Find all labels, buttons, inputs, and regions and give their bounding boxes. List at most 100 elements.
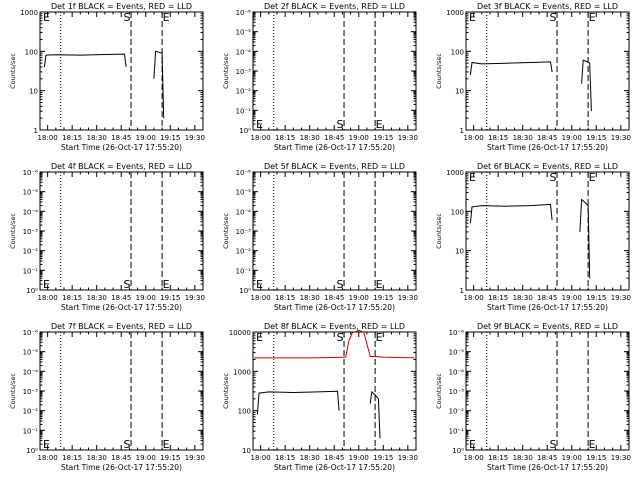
y-tick-label: 1 <box>34 127 38 135</box>
panel-title: Det 9f BLACK = Events, RED = LLD <box>477 322 618 331</box>
y-tick-label: 10⁻⁵ <box>23 189 39 197</box>
marker-label: E <box>163 11 170 24</box>
x-tick-label: 19:00 <box>349 454 369 462</box>
y-tick-label: 10⁰ <box>239 287 251 295</box>
x-tick-label: 18:15 <box>488 454 508 462</box>
y-tick-label: 10⁻² <box>23 248 39 256</box>
detector-panel-2: Det 2f BLACK = Events, RED = LLD Start Ti… <box>222 2 418 152</box>
y-tick-label: 10⁻⁶ <box>236 169 252 177</box>
y-tick-label: 10⁻² <box>449 408 465 416</box>
marker-label: E <box>43 278 50 291</box>
x-tick-label: 18:45 <box>324 454 344 462</box>
x-tick-label: 18:45 <box>537 134 557 142</box>
y-tick-label: 10⁻³ <box>449 388 465 396</box>
marker-label: E <box>589 11 596 24</box>
detector-panel-1: Det 1f BLACK = Events, RED = LLD Start Ti… <box>9 2 205 152</box>
x-tick-label: 19:15 <box>373 134 393 142</box>
detector-panel-4: Det 4f BLACK = Events, RED = LLD Start Ti… <box>9 162 205 312</box>
y-tick-label: 10⁻⁵ <box>449 349 465 357</box>
x-tick-label: 19:15 <box>586 134 606 142</box>
y-axis-title: Counts/sec <box>222 213 230 249</box>
y-tick-label: 10⁰ <box>239 127 251 135</box>
marker-label: S <box>124 438 131 451</box>
detector-panel-9: Det 9f BLACK = Events, RED = LLD Start Ti… <box>435 322 631 472</box>
x-tick-label: 18:45 <box>324 294 344 302</box>
y-tick-label: 10⁻⁶ <box>23 169 39 177</box>
y-tick-label: 1 <box>460 287 464 295</box>
y-axis-title: Counts/sec <box>435 53 443 89</box>
x-tick-label: 18:15 <box>62 294 82 302</box>
y-tick-label: 10⁻³ <box>236 228 252 236</box>
x-tick-label: 19:00 <box>349 294 369 302</box>
x-tick-label: 19:30 <box>185 454 205 462</box>
x-tick-label: 19:30 <box>398 294 418 302</box>
y-tick-label: 1000 <box>20 9 38 17</box>
plot-frame <box>39 171 204 291</box>
marker-label: E <box>469 171 476 184</box>
detector-panel-3: Det 3f BLACK = Events, RED = LLD Start Ti… <box>435 2 631 152</box>
y-axis-title: Counts/sec <box>222 53 230 89</box>
series-line-black <box>469 203 553 224</box>
plot-frame <box>252 11 417 131</box>
y-tick-label: 10⁻² <box>236 248 252 256</box>
x-axis-title: Start Time (26-Oct-17 17:55:20) <box>487 143 608 152</box>
y-tick-label: 10⁻⁵ <box>236 29 252 37</box>
x-tick-label: 18:30 <box>87 294 107 302</box>
y-tick-label: 100 <box>25 48 38 56</box>
marker-label: E <box>163 438 170 451</box>
y-tick-label: 10⁻² <box>236 88 252 96</box>
y-axis-title: Counts/sec <box>435 373 443 409</box>
detector-panel-7: Det 7f BLACK = Events, RED = LLD Start Ti… <box>9 322 205 472</box>
y-tick-label: 10⁻⁵ <box>236 189 252 197</box>
y-tick-label: 10⁰ <box>26 287 38 295</box>
y-tick-label: 10⁻⁶ <box>236 9 252 17</box>
series-line-black <box>581 59 592 112</box>
series-line-black <box>153 50 165 119</box>
plot-frame <box>252 171 417 291</box>
plot-frame <box>465 171 630 291</box>
x-tick-label: 18:15 <box>62 134 82 142</box>
x-tick-label: 18:30 <box>300 294 320 302</box>
y-tick-label: 10⁻⁶ <box>23 329 39 337</box>
y-tick-label: 10⁻³ <box>236 68 252 76</box>
marker-label: E <box>256 331 263 344</box>
plot-frame <box>39 11 204 131</box>
y-tick-label: 10⁻¹ <box>449 427 465 435</box>
y-tick-label: 10 <box>242 447 251 455</box>
x-tick-label: 19:00 <box>136 294 156 302</box>
marker-label: S <box>337 331 344 344</box>
x-tick-label: 18:45 <box>537 294 557 302</box>
x-tick-label: 19:00 <box>562 294 582 302</box>
x-axis-title: Start Time (26-Oct-17 17:55:20) <box>61 463 182 472</box>
x-tick-label: 18:00 <box>464 134 484 142</box>
x-axis-title: Start Time (26-Oct-17 17:55:20) <box>274 143 395 152</box>
series-line-black <box>369 390 381 439</box>
y-tick-label: 10⁻⁴ <box>23 208 39 216</box>
y-tick-label: 10⁻² <box>23 408 39 416</box>
x-tick-label: 18:30 <box>513 454 533 462</box>
y-tick-label: 10⁻³ <box>23 388 39 396</box>
y-tick-label: 10 <box>455 248 464 256</box>
x-tick-label: 18:15 <box>275 454 295 462</box>
x-axis-title: Start Time (26-Oct-17 17:55:20) <box>274 463 395 472</box>
x-tick-label: 19:15 <box>586 294 606 302</box>
marker-label: E <box>469 438 476 451</box>
x-tick-label: 18:15 <box>62 454 82 462</box>
y-tick-label: 10⁻⁴ <box>236 208 252 216</box>
marker-label: S <box>550 11 557 24</box>
x-tick-label: 18:00 <box>251 134 271 142</box>
x-tick-label: 18:00 <box>464 454 484 462</box>
x-tick-label: 19:00 <box>136 454 156 462</box>
y-tick-label: 10⁻¹ <box>23 427 39 435</box>
series-line-black <box>256 390 340 415</box>
marker-label: E <box>163 278 170 291</box>
x-tick-label: 18:15 <box>488 134 508 142</box>
x-tick-label: 18:15 <box>275 294 295 302</box>
marker-label: E <box>256 278 263 291</box>
x-tick-label: 18:30 <box>300 454 320 462</box>
marker-label: S <box>550 171 557 184</box>
y-tick-label: 10⁻¹ <box>236 107 252 115</box>
x-tick-label: 18:45 <box>324 134 344 142</box>
x-tick-label: 18:30 <box>300 134 320 142</box>
y-tick-label: 10⁻⁵ <box>23 349 39 357</box>
